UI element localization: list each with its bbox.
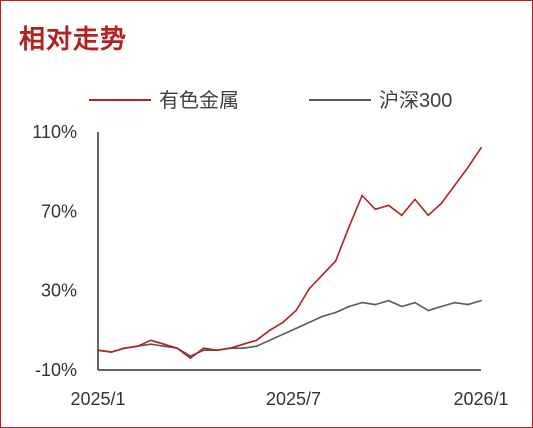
data-point [480, 147, 482, 149]
data-point [242, 343, 245, 346]
data-point [97, 349, 99, 352]
data-point [400, 214, 403, 217]
data-point [282, 333, 284, 336]
data-point [466, 166, 469, 169]
data-point [308, 287, 311, 290]
data-point [361, 194, 363, 197]
data-point [255, 339, 258, 342]
data-point [453, 184, 456, 187]
data-point [229, 347, 232, 350]
y-tick-label: -10% [35, 360, 77, 380]
data-point [176, 347, 179, 350]
x-tick-label: 2025/1 [70, 389, 125, 409]
data-point [189, 357, 192, 359]
data-point [149, 343, 152, 346]
data-point [414, 301, 416, 304]
series-line-1 [97, 299, 482, 357]
data-point [242, 347, 245, 350]
data-point [387, 299, 390, 302]
data-point [149, 339, 152, 342]
data-point [440, 202, 443, 205]
data-point [123, 347, 126, 350]
data-point [374, 303, 377, 306]
legend-label-0: 有色金属 [159, 89, 239, 112]
data-point [321, 315, 324, 318]
series-line-0 [97, 147, 482, 359]
y-tick-label: 110% [32, 122, 77, 142]
data-point [163, 345, 165, 348]
data-point [189, 355, 192, 357]
data-point [268, 339, 271, 342]
data-point [480, 299, 482, 302]
data-point [427, 309, 430, 312]
data-point [136, 345, 139, 348]
data-point [453, 301, 456, 304]
data-point [202, 347, 205, 350]
data-point [414, 198, 416, 201]
data-point [268, 329, 271, 332]
legend-label-1: 沪深300 [379, 89, 452, 112]
data-point [348, 305, 350, 308]
data-point [216, 349, 218, 352]
data-point [334, 260, 337, 262]
data-point [466, 303, 469, 306]
data-point [295, 309, 297, 312]
data-point [427, 214, 430, 217]
data-point [308, 321, 311, 324]
data-point [163, 343, 165, 346]
data-point [334, 311, 337, 314]
chart-title: 相对走势 [19, 24, 128, 54]
data-point [348, 226, 350, 229]
data-point [361, 301, 363, 304]
data-point [400, 305, 403, 308]
data-point [321, 273, 324, 276]
data-point [255, 345, 258, 348]
data-point [374, 208, 377, 211]
data-point [295, 327, 297, 330]
data-point [202, 349, 205, 352]
x-tick-label: 2026/1 [453, 389, 508, 409]
data-point [282, 321, 284, 324]
y-tick-label: 70% [41, 201, 77, 221]
y-tick-label: 30% [41, 281, 77, 301]
data-point [387, 204, 390, 207]
data-point [440, 305, 443, 308]
data-point [110, 351, 113, 353]
x-tick-label: 2025/7 [266, 389, 321, 409]
